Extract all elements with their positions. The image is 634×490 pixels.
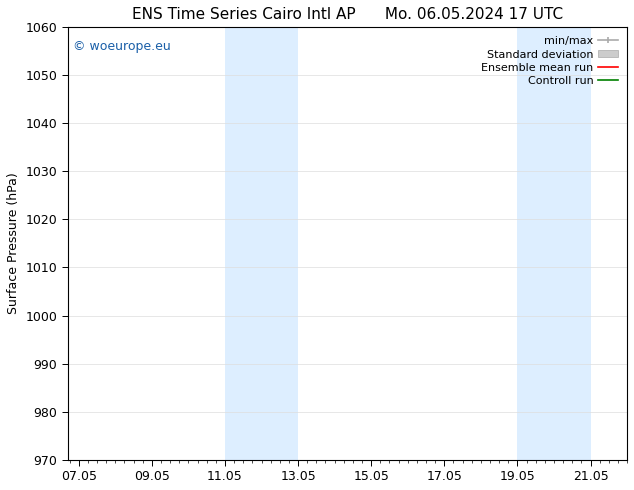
Title: ENS Time Series Cairo Intl AP      Mo. 06.05.2024 17 UTC: ENS Time Series Cairo Intl AP Mo. 06.05.…	[132, 7, 563, 22]
Y-axis label: Surface Pressure (hPa): Surface Pressure (hPa)	[7, 172, 20, 314]
Text: © woeurope.eu: © woeurope.eu	[74, 40, 171, 53]
Bar	[517, 27, 590, 460]
Legend: min/max, Standard deviation, Ensemble mean run, Controll run: min/max, Standard deviation, Ensemble me…	[478, 33, 621, 90]
Bar	[225, 27, 298, 460]
